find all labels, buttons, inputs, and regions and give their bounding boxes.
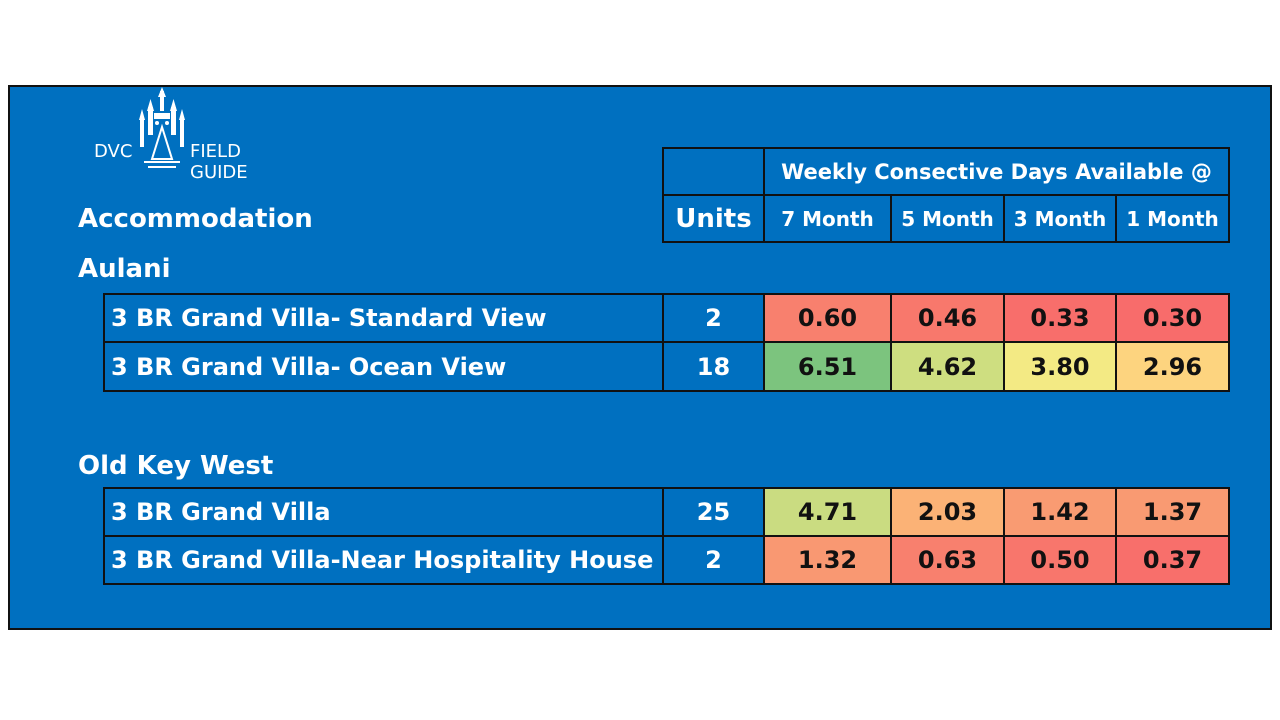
table-panel: DVC FIELD GUIDE Weekly Con xyxy=(8,85,1272,630)
row-label: 3 BR Grand Villa- Standard View xyxy=(111,304,547,332)
value-5-month: 0.46 xyxy=(890,295,1003,341)
value-3-month: 1.42 xyxy=(1003,489,1115,535)
units-header: Units xyxy=(662,194,765,243)
group-label-old-key-west: Old Key West xyxy=(78,451,274,481)
column-header-3-month: 3 Month xyxy=(1003,194,1117,243)
value-7-month: 4.71 xyxy=(763,489,890,535)
column-header-1-month: 1 Month xyxy=(1115,194,1230,243)
table-row: 3 BR Grand Villa-Near Hospitality House … xyxy=(103,535,1230,585)
logo-text-left: DVC xyxy=(94,141,133,162)
column-header-5-month: 5 Month xyxy=(890,194,1005,243)
value-3-month: 0.33 xyxy=(1003,295,1115,341)
units-value: 2 xyxy=(662,537,763,583)
units-value: 25 xyxy=(662,489,763,535)
value-5-month: 4.62 xyxy=(890,343,1003,390)
logo-text-right: FIELD GUIDE xyxy=(190,141,248,183)
row-label: 3 BR Grand Villa xyxy=(111,498,331,526)
units-value: 2 xyxy=(662,295,763,341)
table-row: 3 BR Grand Villa- Standard View 2 0.60 0… xyxy=(103,293,1230,343)
value-5-month: 2.03 xyxy=(890,489,1003,535)
row-label: 3 BR Grand Villa- Ocean View xyxy=(111,352,507,381)
table-row: 3 BR Grand Villa 25 4.71 2.03 1.42 1.37 xyxy=(103,487,1230,537)
logo: DVC FIELD GUIDE xyxy=(82,87,302,183)
accommodation-header: Accommodation xyxy=(78,204,313,234)
value-1-month: 0.30 xyxy=(1115,295,1228,341)
value-1-month: 0.37 xyxy=(1115,537,1228,583)
value-1-month: 1.37 xyxy=(1115,489,1228,535)
column-header-7-month: 7 Month xyxy=(763,194,892,243)
value-7-month: 0.60 xyxy=(763,295,890,341)
table-row: 3 BR Grand Villa- Ocean View 18 6.51 4.6… xyxy=(103,341,1230,392)
value-3-month: 0.50 xyxy=(1003,537,1115,583)
value-1-month: 2.96 xyxy=(1115,343,1228,390)
value-3-month: 3.80 xyxy=(1003,343,1115,390)
value-5-month: 0.63 xyxy=(890,537,1003,583)
header-group-label: Weekly Consective Days Available @ xyxy=(763,147,1230,196)
value-7-month: 1.32 xyxy=(763,537,890,583)
header-blank-cell xyxy=(662,147,765,196)
group-label-aulani: Aulani xyxy=(78,254,171,284)
row-label: 3 BR Grand Villa-Near Hospitality House xyxy=(111,546,654,574)
units-value: 18 xyxy=(662,343,763,390)
value-7-month: 6.51 xyxy=(763,343,890,390)
castle-icon xyxy=(139,87,185,168)
